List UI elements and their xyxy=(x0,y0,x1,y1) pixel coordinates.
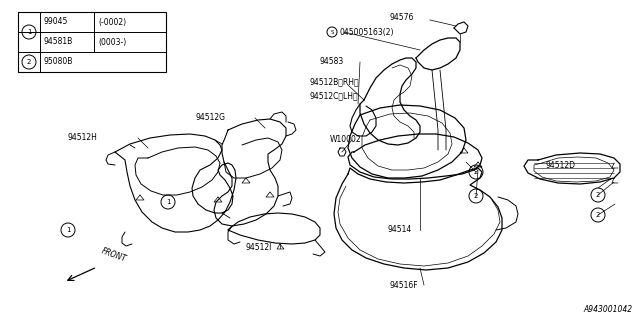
Text: 2: 2 xyxy=(596,212,600,218)
Text: 99045: 99045 xyxy=(44,18,68,27)
Text: 1: 1 xyxy=(166,199,170,205)
Text: 94512I: 94512I xyxy=(245,244,271,252)
Text: 94516F: 94516F xyxy=(390,281,419,290)
Text: 94512D: 94512D xyxy=(545,161,575,170)
Text: (-0002): (-0002) xyxy=(98,18,126,27)
Text: A943001042: A943001042 xyxy=(584,305,633,314)
Text: 94514: 94514 xyxy=(388,226,412,235)
Text: 2: 2 xyxy=(474,169,478,175)
Text: W10002: W10002 xyxy=(330,135,362,145)
Text: 94583: 94583 xyxy=(320,58,344,67)
Text: 94576: 94576 xyxy=(390,13,414,22)
Text: 94512H: 94512H xyxy=(68,133,98,142)
Text: 2: 2 xyxy=(27,59,31,65)
Text: FRONT: FRONT xyxy=(100,247,127,264)
Text: 94581B: 94581B xyxy=(44,37,73,46)
Text: 2: 2 xyxy=(596,192,600,198)
Text: 95080B: 95080B xyxy=(44,58,74,67)
Text: 94512G: 94512G xyxy=(195,114,225,123)
Text: 2: 2 xyxy=(474,193,478,199)
Bar xyxy=(18,12,166,72)
Text: 94512B〈RH〉: 94512B〈RH〉 xyxy=(310,77,360,86)
Text: 045005163(2): 045005163(2) xyxy=(340,28,394,36)
Text: 94512C〈LH〉: 94512C〈LH〉 xyxy=(310,92,358,100)
Text: 1: 1 xyxy=(27,29,31,35)
Text: (0003-): (0003-) xyxy=(98,37,126,46)
Text: S: S xyxy=(330,29,333,35)
Text: 1: 1 xyxy=(66,227,70,233)
